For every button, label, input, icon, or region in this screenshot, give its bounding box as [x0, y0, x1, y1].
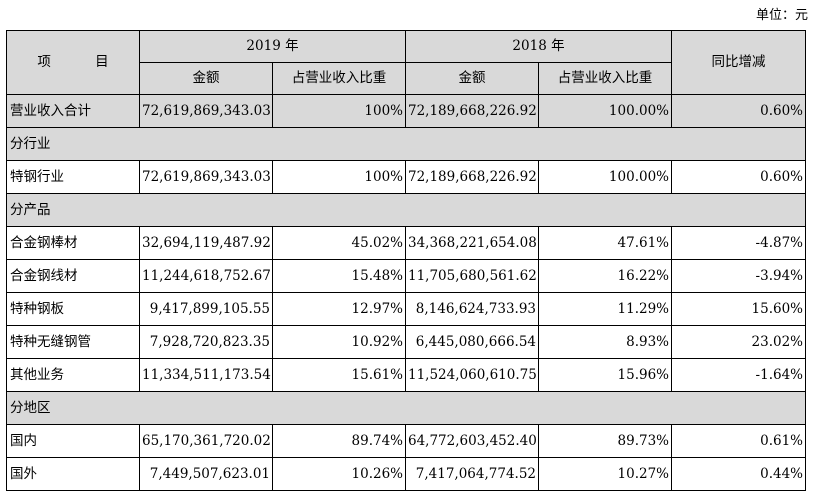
ratio-2018-cell: 10.27% [538, 457, 672, 491]
ratio-2019-cell: 12.97% [272, 292, 406, 326]
header-year-2019: 2019 年 [139, 30, 406, 63]
row-label: 特种无缝钢管 [6, 325, 140, 359]
amount-2019-cell: 72,619,869,343.03 [139, 94, 273, 128]
row-label: 合金钢棒材 [6, 226, 140, 260]
table-row: 国内 65,170,361,720.02 89.74% 64,772,603,452.… [6, 424, 806, 458]
table-row: 特种无缝钢管 7,928,720,823.35 10.92% 6,445,080,66… [6, 325, 806, 359]
revenue-table: 项 目 2019 年 2018 年 同比增减 金额 占营业收入比重 金额 占营业… [6, 30, 806, 491]
ratio-2019-cell: 15.61% [272, 358, 406, 392]
header-item: 项 目 [6, 30, 140, 95]
header-row-columns: 金额 占营业收入比重 金额 占营业收入比重 [7, 62, 806, 95]
ratio-2019-cell: 45.02% [272, 226, 406, 260]
row-label: 其他业务 [6, 358, 140, 392]
amount-2019-cell: 32,694,119,487.92 [139, 226, 273, 260]
amount-2018-cell: 11,705,680,561.62 [405, 259, 539, 293]
table-row: 合金钢棒材 32,694,119,487.92 45.02% 34,368,221,6… [6, 226, 806, 260]
ratio-2019-cell: 89.74% [272, 424, 406, 458]
row-label: 国外 [6, 457, 140, 491]
amount-2018-cell: 8,146,624,733.93 [405, 292, 539, 326]
section-label: 分地区 [6, 391, 806, 425]
yoy-cell: 23.02% [671, 325, 806, 359]
header-yoy: 同比增减 [671, 30, 806, 95]
amount-2018-cell: 72,189,668,226.92 [405, 160, 539, 194]
ratio-2019-cell: 100% [272, 94, 406, 128]
row-label: 营业收入合计 [6, 94, 140, 128]
amount-2018-cell: 11,524,060,610.75 [405, 358, 539, 392]
ratio-2018-cell: 100.00% [538, 160, 672, 194]
ratio-2018-cell: 100.00% [538, 94, 672, 128]
section-label: 分产品 [6, 193, 806, 227]
section-row: 分行业 [6, 127, 806, 161]
section-row: 分地区 [6, 391, 806, 425]
table-row: 特钢行业 72,619,869,343.03 100% 72,189,668,226.… [6, 160, 806, 194]
ratio-2019-cell: 10.26% [272, 457, 406, 491]
yoy-cell: -3.94% [671, 259, 806, 293]
section-row: 分产品 [6, 193, 806, 227]
table-row: 其他业务 11,334,511,173.54 15.61% 11,524,060,61… [6, 358, 806, 392]
amount-2018-cell: 6,445,080,666.54 [405, 325, 539, 359]
table-body: 营业收入合计 72,619,869,343.03 100% 72,189,668,22… [6, 94, 806, 491]
amount-2018-cell: 7,417,064,774.52 [405, 457, 539, 491]
ratio-2018-cell: 89.73% [538, 424, 672, 458]
amount-2018-cell: 72,189,668,226.92 [405, 94, 539, 128]
header-ratio-2018: 占营业收入比重 [538, 62, 672, 95]
table-row: 营业收入合计 72,619,869,343.03 100% 72,189,668,22… [6, 94, 806, 128]
amount-2018-cell: 64,772,603,452.40 [405, 424, 539, 458]
table-row: 特种钢板 9,417,899,105.55 12.97% 8,146,624,733.… [6, 292, 806, 326]
yoy-cell: 0.60% [671, 160, 806, 194]
amount-2019-cell: 7,928,720,823.35 [139, 325, 273, 359]
amount-2019-cell: 65,170,361,720.02 [139, 424, 273, 458]
amount-2018-cell: 34,368,221,654.08 [405, 226, 539, 260]
table-row: 国外 7,449,507,623.01 10.26% 7,417,064,774.52… [6, 457, 806, 491]
header-year-2018: 2018 年 [405, 30, 672, 63]
yoy-cell: 0.44% [671, 457, 806, 491]
ratio-2018-cell: 15.96% [538, 358, 672, 392]
ratio-2018-cell: 8.93% [538, 325, 672, 359]
yoy-cell: 0.61% [671, 424, 806, 458]
ratio-2018-cell: 11.29% [538, 292, 672, 326]
ratio-2018-cell: 47.61% [538, 226, 672, 260]
yoy-cell: -1.64% [671, 358, 806, 392]
row-label: 合金钢线材 [6, 259, 140, 293]
row-label: 特种钢板 [6, 292, 140, 326]
ratio-2019-cell: 15.48% [272, 259, 406, 293]
amount-2019-cell: 11,334,511,173.54 [139, 358, 273, 392]
row-label: 特钢行业 [6, 160, 140, 194]
yoy-cell: 15.60% [671, 292, 806, 326]
header-row-years: 项 目 2019 年 2018 年 同比增减 [6, 30, 806, 95]
amount-2019-cell: 7,449,507,623.01 [139, 457, 273, 491]
amount-2019-cell: 11,244,618,752.67 [139, 259, 273, 293]
ratio-2018-cell: 16.22% [538, 259, 672, 293]
ratio-2019-cell: 100% [272, 160, 406, 194]
yoy-cell: -4.87% [671, 226, 806, 260]
section-label: 分行业 [6, 127, 806, 161]
table-row: 合金钢线材 11,244,618,752.67 15.48% 11,705,680,5… [6, 259, 806, 293]
unit-label: 单位：元 [755, 8, 808, 23]
amount-2019-cell: 9,417,899,105.55 [139, 292, 273, 326]
header-amount-2018: 金额 [405, 62, 539, 95]
ratio-2019-cell: 10.92% [272, 325, 406, 359]
amount-2019-cell: 72,619,869,343.03 [139, 160, 273, 194]
yoy-cell: 0.60% [671, 94, 806, 128]
header-ratio-2019: 占营业收入比重 [272, 62, 406, 95]
row-label: 国内 [6, 424, 140, 458]
header-amount-2019: 金额 [139, 62, 273, 95]
